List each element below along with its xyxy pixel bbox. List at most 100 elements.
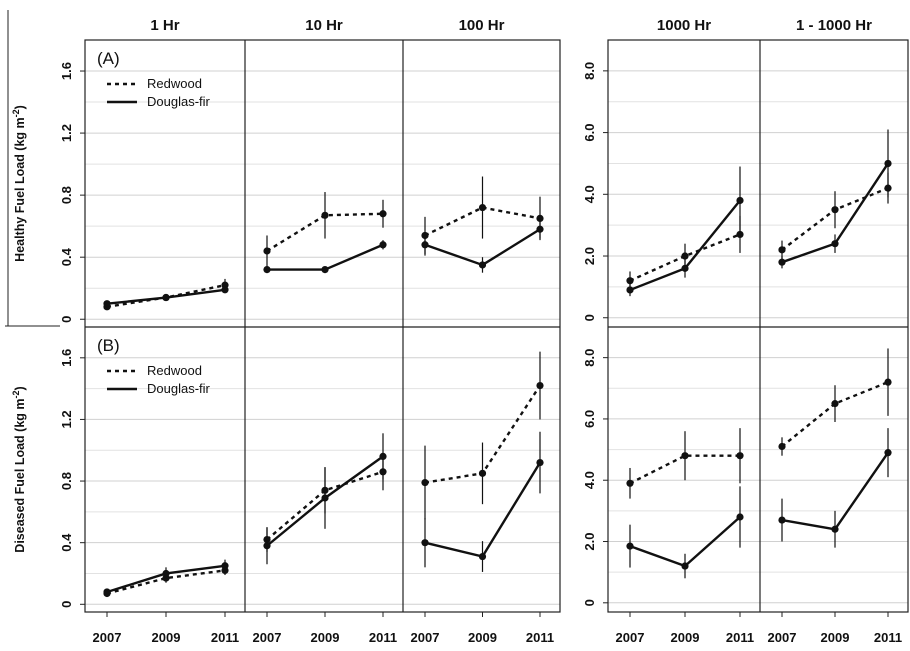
y-tick-label: 0 — [582, 599, 597, 606]
legend-label-redwood: Redwood — [147, 76, 202, 91]
data-point-douglas-fir — [321, 494, 329, 502]
data-point-douglas-fir — [221, 562, 229, 570]
y-tick-label: 0.4 — [59, 533, 74, 552]
data-point-redwood — [831, 206, 839, 214]
panel-label: (A) — [97, 49, 120, 68]
x-tick-label: 2009 — [468, 630, 497, 645]
data-point-douglas-fir — [103, 300, 111, 308]
y-tick-label: 1.6 — [59, 349, 74, 367]
column-title: 1000 Hr — [657, 17, 711, 34]
y-tick-label: 2.0 — [582, 247, 597, 265]
data-point-douglas-fir — [221, 286, 229, 294]
x-tick-label: 2011 — [526, 630, 554, 645]
data-point-douglas-fir — [778, 516, 786, 524]
data-point-redwood — [421, 478, 429, 487]
data-point-douglas-fir — [831, 525, 839, 533]
x-tick-label: 2007 — [616, 630, 645, 645]
data-point-douglas-fir — [103, 588, 111, 596]
data-point-douglas-fir — [478, 552, 487, 561]
data-point-redwood — [536, 381, 544, 390]
panel-frame — [84, 39, 561, 613]
data-point-redwood — [681, 252, 689, 260]
data-point-douglas-fir — [778, 258, 786, 266]
y-tick-label: 8.0 — [582, 62, 597, 80]
x-tick-label: 2011 — [369, 630, 397, 645]
column-title: 100 Hr — [459, 17, 505, 34]
series-line-redwood — [629, 233, 741, 282]
data-point-douglas-fir — [263, 266, 271, 274]
y-tick-label: 0.4 — [59, 247, 74, 266]
y-tick-label: 0 — [582, 314, 597, 321]
data-point-douglas-fir — [162, 569, 170, 578]
data-point-douglas-fir — [421, 539, 429, 547]
data-point-douglas-fir — [884, 159, 892, 168]
series-line-redwood — [266, 212, 384, 253]
data-point-douglas-fir — [884, 449, 892, 457]
data-point-redwood — [321, 211, 329, 219]
data-point-redwood — [478, 469, 487, 477]
x-tick-label: 2011 — [874, 630, 902, 645]
y-tick-label: 1.2 — [59, 410, 74, 428]
legend-label-douglas-fir: Douglas-fir — [147, 381, 211, 396]
data-point-redwood — [536, 214, 544, 223]
y-tick-label: 1.2 — [59, 124, 74, 142]
data-point-douglas-fir — [536, 225, 544, 233]
data-point-redwood — [626, 277, 634, 285]
data-point-redwood — [478, 203, 487, 212]
data-point-douglas-fir — [379, 452, 387, 461]
y-tick-label: 0 — [59, 601, 74, 608]
series-line-redwood — [781, 381, 889, 448]
x-tick-label: 2009 — [311, 630, 340, 645]
y-tick-label: 6.0 — [582, 410, 597, 428]
x-tick-label: 2011 — [211, 630, 239, 645]
data-point-redwood — [778, 246, 786, 254]
y-tick-label: 0 — [59, 316, 74, 323]
data-point-redwood — [736, 452, 744, 460]
y-tick-label: 0.8 — [59, 472, 74, 490]
y-axis-title: Healthy Fuel Load (kg m-2) — [11, 105, 27, 262]
x-tick-label: 2009 — [152, 630, 181, 645]
y-tick-label: 1.6 — [59, 62, 74, 80]
data-point-douglas-fir — [536, 458, 544, 467]
column-title: 10 Hr — [305, 17, 343, 34]
data-point-redwood — [626, 479, 634, 487]
x-tick-label: 2009 — [821, 630, 850, 645]
x-tick-label: 2007 — [411, 630, 440, 645]
y-tick-label: 4.0 — [582, 471, 597, 489]
data-point-redwood — [778, 442, 786, 451]
data-point-douglas-fir — [831, 240, 839, 248]
data-point-douglas-fir — [626, 286, 634, 294]
data-point-douglas-fir — [421, 241, 429, 249]
data-point-redwood — [681, 452, 689, 460]
y-axis-title: Diseased Fuel Load (kg m-2) — [11, 386, 27, 552]
series-line-redwood — [266, 470, 384, 541]
y-tick-label: 8.0 — [582, 349, 597, 367]
column-title: 1 Hr — [150, 17, 179, 34]
panel-frame — [607, 39, 909, 613]
data-point-douglas-fir — [321, 266, 329, 274]
column-title: 1 - 1000 Hr — [796, 17, 872, 34]
data-point-douglas-fir — [162, 293, 170, 302]
legend-label-douglas-fir: Douglas-fir — [147, 94, 211, 109]
data-point-redwood — [884, 378, 892, 386]
data-point-redwood — [831, 400, 839, 408]
data-point-redwood — [379, 210, 387, 218]
series-line-redwood — [629, 454, 740, 485]
legend-label-redwood: Redwood — [147, 363, 202, 378]
data-point-douglas-fir — [379, 241, 387, 249]
y-tick-label: 0.8 — [59, 186, 74, 204]
data-point-douglas-fir — [681, 264, 689, 272]
y-tick-label: 6.0 — [582, 124, 597, 142]
y-tick-label: 2.0 — [582, 532, 597, 550]
x-tick-label: 2009 — [671, 630, 700, 645]
data-point-douglas-fir — [478, 261, 487, 269]
x-tick-label: 2011 — [726, 630, 754, 645]
x-tick-label: 2007 — [253, 630, 282, 645]
data-point-douglas-fir — [736, 196, 744, 205]
x-tick-label: 2007 — [93, 630, 122, 645]
data-point-redwood — [263, 247, 271, 255]
panel-label: (B) — [97, 336, 120, 355]
y-tick-label: 4.0 — [582, 185, 597, 203]
x-tick-label: 2007 — [768, 630, 797, 645]
